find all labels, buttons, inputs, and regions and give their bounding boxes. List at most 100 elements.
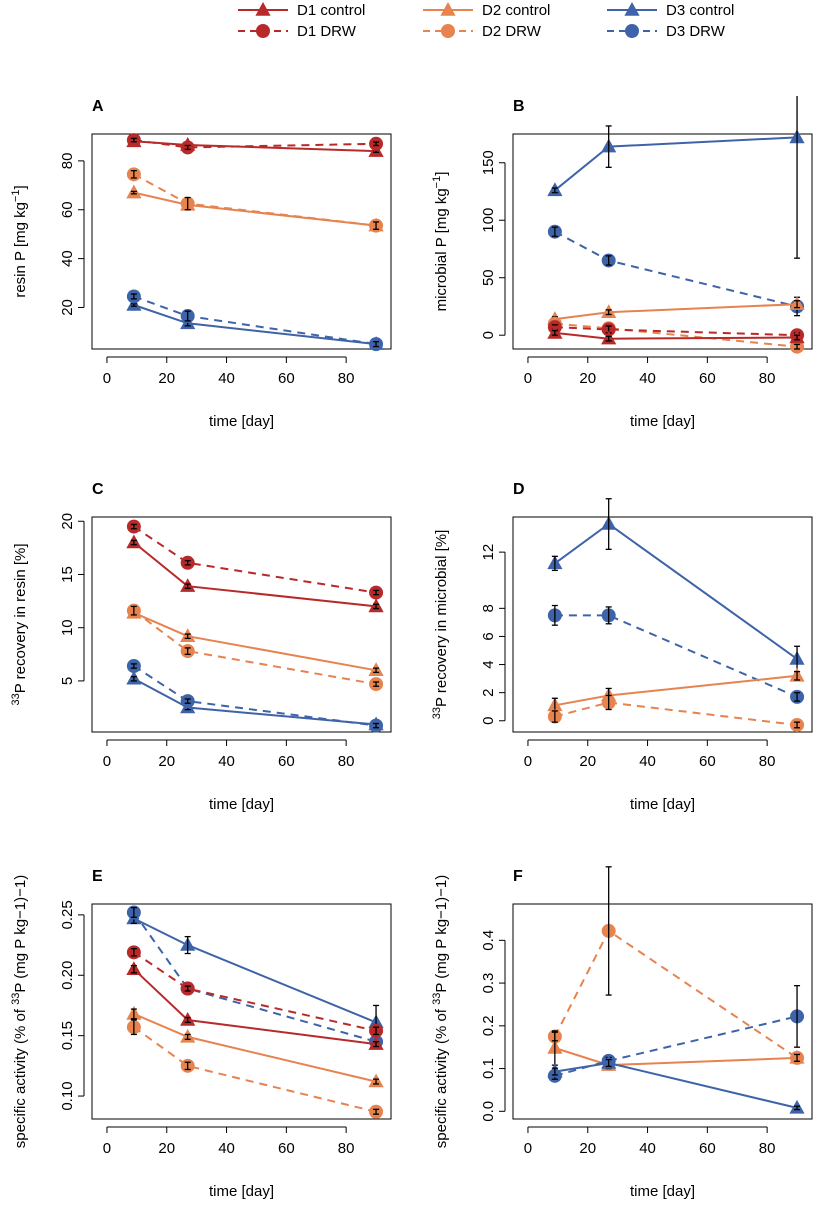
legend-marker [625, 24, 639, 38]
series-group [547, 96, 805, 354]
error-bar [184, 196, 191, 211]
x-tick-label: 20 [579, 753, 596, 770]
series-line [133, 951, 377, 1032]
plot-frame [91, 516, 392, 733]
series-d3-control [547, 498, 805, 673]
error-bar [130, 190, 137, 195]
x-tick-label: 20 [579, 1140, 596, 1157]
series-line [133, 139, 377, 149]
error-bar [373, 1041, 380, 1048]
y-tick-label: 8 [480, 604, 497, 612]
error-bar [794, 692, 801, 702]
y-axis-label-text: P recovery in resin [%] [12, 543, 29, 693]
series-group [126, 519, 384, 733]
error-bar [130, 948, 137, 957]
series-d2-control [126, 1005, 384, 1088]
panel-e: E 0 20 40 60 80 time [day] 0.10 0.15 0.20 0.25 spec… [10, 868, 392, 1200]
error-bar [130, 906, 137, 918]
x-tick-label: 20 [579, 370, 596, 387]
panel-label: F [513, 868, 523, 885]
y-tick-label: 6 [480, 632, 497, 640]
error-bar [373, 681, 380, 687]
legend-marker [256, 24, 270, 38]
y-tick-label: 60 [59, 201, 76, 218]
legend-item: D2 control [423, 2, 550, 19]
x-tick-label: 0 [524, 1140, 532, 1157]
error-bar [605, 606, 612, 625]
plot-frame [512, 903, 813, 1120]
y-tick-label: 0.15 [59, 1021, 76, 1050]
series-line [133, 911, 377, 1043]
error-bar [184, 647, 191, 655]
x-axis: 0 20 40 60 80 [103, 739, 354, 770]
y-axis-label-text: P (mg P kg−1)−1) [433, 875, 450, 993]
panel-f: F 0 20 40 60 80 time [day] 0.0 0.1 0.2 0.3 0.4 speci… [431, 866, 813, 1200]
x-tick-label: 40 [639, 370, 656, 387]
series-line [554, 614, 798, 698]
y-tick-label: 150 [480, 150, 497, 175]
x-tick-label: 0 [524, 753, 532, 770]
series-line [133, 140, 377, 153]
series-d1-drw [126, 945, 384, 1038]
error-bar [130, 1019, 137, 1036]
y-axis: 5 10 15 20 [59, 513, 85, 685]
legend-marker [255, 2, 271, 16]
plot-frame [512, 516, 813, 733]
error-bar [551, 710, 558, 723]
legend-label: D1 DRW [297, 23, 357, 40]
y-axis-label: 33P recovery in resin [%] [10, 543, 29, 705]
series-d3-control [547, 96, 805, 259]
error-bar [373, 221, 380, 230]
error-bar [130, 539, 137, 546]
error-bar [130, 169, 137, 179]
y-axis-label: microbial P [mg kg−1] [431, 172, 450, 312]
error-bar [130, 523, 137, 530]
series-d2-control [547, 296, 805, 325]
x-tick-label: 0 [103, 1140, 111, 1157]
x-tick-label: 40 [639, 1140, 656, 1157]
y-axis: 0 2 4 6 8 12 [480, 544, 506, 725]
panel-label: E [92, 868, 103, 885]
error-bar [184, 985, 191, 992]
series-d1-control [126, 961, 384, 1050]
y-axis-label-text: P recovery in microbial [%] [433, 530, 450, 707]
error-bar [605, 125, 612, 168]
error-bar [605, 1058, 612, 1068]
legend-item: D2 DRW [423, 23, 542, 40]
panel-b: B 0 20 40 60 80 time [day] 0 50 100 150 microbial P… [431, 96, 813, 430]
series-line [133, 525, 377, 594]
series-line [554, 1015, 798, 1077]
x-tick-label: 60 [699, 370, 716, 387]
error-bar [184, 559, 191, 566]
y-axis: 0 50 100 150 [480, 150, 506, 339]
series-d3-drw [547, 984, 805, 1083]
legend-label: D2 DRW [482, 23, 542, 40]
error-bar [551, 329, 558, 336]
y-axis: 0.10 0.15 0.20 0.25 [59, 900, 85, 1111]
series-d3-drw [126, 659, 384, 733]
x-tick-label: 60 [278, 370, 295, 387]
error-bar [605, 309, 612, 316]
y-tick-label: 4 [480, 660, 497, 668]
series-d3-control [126, 670, 384, 731]
x-tick-label: 60 [699, 753, 716, 770]
y-tick-label: 0.3 [480, 973, 497, 994]
x-tick-label: 60 [699, 1140, 716, 1157]
x-axis-label: time [day] [630, 413, 695, 430]
error-bar [794, 721, 801, 729]
panel-c: C 0 20 40 60 80 time [day] 5 10 15 20 33P recovery … [10, 481, 392, 813]
panel-label: C [92, 481, 104, 498]
series-group [547, 866, 805, 1114]
x-tick-label: 20 [158, 753, 175, 770]
error-bar [373, 1078, 380, 1085]
y-axis-label-text: ] [12, 185, 29, 189]
error-bar [130, 1008, 137, 1020]
y-tick-label: 50 [480, 269, 497, 286]
series-line [554, 1047, 798, 1067]
error-bar [184, 633, 191, 639]
legend-label: D3 DRW [666, 23, 726, 40]
series-d1-drw [126, 519, 384, 600]
legend-marker [440, 2, 456, 16]
series-group [126, 905, 384, 1119]
y-tick-label: 12 [480, 544, 497, 561]
